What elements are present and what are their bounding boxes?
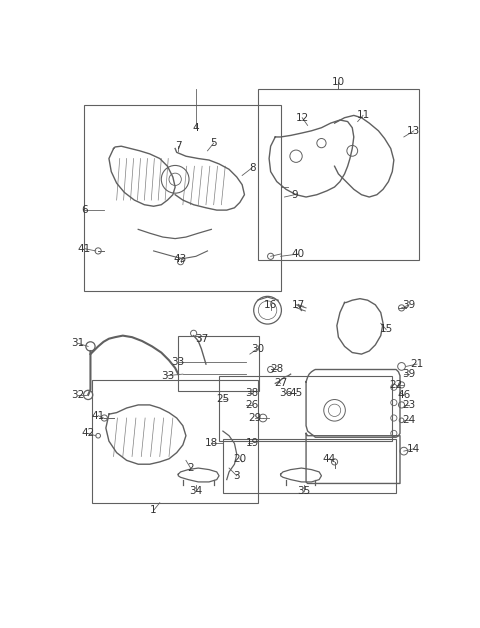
Text: 41: 41	[92, 411, 105, 421]
Text: 17: 17	[292, 300, 305, 310]
Text: 35: 35	[297, 486, 311, 496]
Text: 13: 13	[407, 126, 420, 136]
Text: 37: 37	[195, 333, 208, 344]
Text: 4: 4	[192, 122, 199, 133]
Bar	[92, 379, 258, 502]
Bar	[258, 89, 419, 260]
Text: 8: 8	[249, 163, 255, 173]
Text: 22: 22	[390, 380, 403, 390]
Text: 10: 10	[332, 77, 345, 87]
Text: 46: 46	[397, 390, 410, 400]
Text: 12: 12	[296, 112, 309, 122]
Text: 39: 39	[403, 300, 416, 310]
Text: 6: 6	[81, 205, 88, 215]
Text: 14: 14	[407, 444, 420, 454]
Text: 9: 9	[291, 190, 298, 200]
Text: 32: 32	[72, 390, 85, 400]
Text: 44: 44	[323, 454, 336, 464]
Text: 19: 19	[246, 438, 259, 448]
Text: 15: 15	[380, 325, 393, 335]
Text: 39: 39	[403, 369, 416, 379]
Text: 42: 42	[82, 428, 95, 438]
Text: 5: 5	[210, 138, 217, 148]
Text: 33: 33	[172, 357, 185, 367]
Text: 3: 3	[233, 471, 240, 481]
Text: 33: 33	[161, 371, 174, 381]
Text: 31: 31	[72, 338, 85, 349]
Text: 27: 27	[274, 378, 287, 388]
Text: 23: 23	[403, 400, 416, 410]
Text: 26: 26	[246, 400, 259, 410]
Text: 24: 24	[403, 415, 416, 425]
Text: 1: 1	[150, 506, 157, 516]
Text: 16: 16	[264, 300, 277, 310]
Text: 40: 40	[292, 249, 305, 259]
Text: 30: 30	[251, 344, 264, 354]
Text: 21: 21	[410, 359, 423, 369]
Text: 11: 11	[357, 111, 370, 121]
Text: 25: 25	[216, 394, 229, 404]
Bar	[223, 439, 396, 493]
Text: 41: 41	[78, 244, 91, 254]
Text: 43: 43	[174, 254, 187, 264]
Text: 20: 20	[233, 454, 246, 464]
Text: 2: 2	[187, 463, 194, 473]
Bar	[219, 376, 392, 441]
Text: 45: 45	[289, 387, 303, 398]
Text: 36: 36	[279, 387, 293, 398]
Text: 34: 34	[189, 486, 203, 496]
Text: 29: 29	[249, 413, 262, 423]
Bar	[84, 105, 281, 291]
Text: 38: 38	[246, 387, 259, 398]
Text: 28: 28	[270, 364, 283, 374]
Text: 7: 7	[175, 141, 181, 151]
Bar	[178, 335, 259, 391]
Text: 18: 18	[205, 438, 218, 448]
